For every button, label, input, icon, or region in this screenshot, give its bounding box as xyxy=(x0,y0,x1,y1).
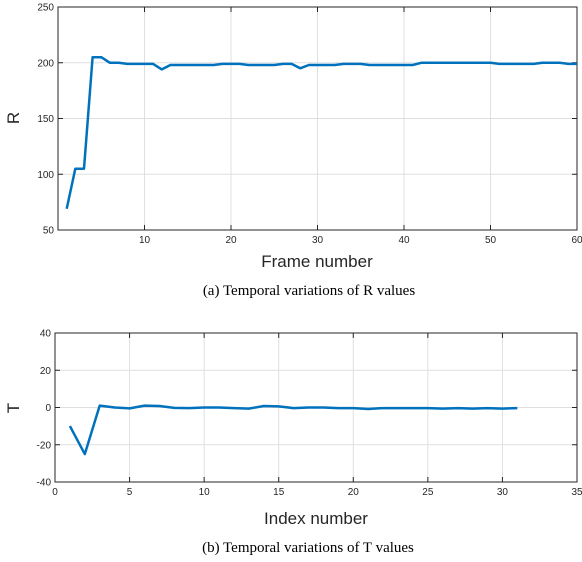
x-tick-label: 10 xyxy=(139,235,151,246)
chart-b-x-axis-label: Index number xyxy=(264,509,368,528)
y-tick-label: -20 xyxy=(37,440,52,451)
series-line xyxy=(68,404,518,456)
series-line xyxy=(65,55,577,210)
chart-a-y-axis-label: R xyxy=(4,112,23,124)
chart-r-values: 10 20 30 40 50 60 50 100 150 200 250 R Frame numbe… xyxy=(4,3,582,300)
x-tick-label: 30 xyxy=(497,487,509,498)
chart-t-values: 0 5 10 15 20 25 30 35 -40 -20 0 20 40 T Index number… xyxy=(4,329,582,557)
x-tick-label: 20 xyxy=(348,487,360,498)
x-tick-label: 50 xyxy=(485,235,497,246)
x-tick-label: 60 xyxy=(571,235,582,246)
chart-a-ticks: 10 20 30 40 50 60 50 100 150 200 250 xyxy=(37,3,582,247)
y-tick-label: -40 xyxy=(37,478,52,489)
y-tick-label: 100 xyxy=(37,170,54,181)
x-tick-label: 35 xyxy=(571,487,582,498)
y-tick-label: 200 xyxy=(37,58,54,69)
chart-a-x-axis-label: Frame number xyxy=(261,252,373,271)
y-tick-label: 20 xyxy=(40,366,52,377)
chart-b-caption: (b) Temporal variations of T values xyxy=(202,540,414,556)
chart-b-y-axis-label: T xyxy=(4,403,23,413)
y-tick-label: 150 xyxy=(37,114,54,125)
x-tick-label: 30 xyxy=(312,235,324,246)
x-tick-label: 25 xyxy=(422,487,434,498)
chart-a-caption: (a) Temporal variations of R values xyxy=(203,283,416,299)
y-tick-label: 250 xyxy=(37,3,54,14)
x-tick-label: 40 xyxy=(398,235,410,246)
chart-a-series xyxy=(65,55,577,210)
x-tick-label: 10 xyxy=(199,487,211,498)
chart-b-ticks: 0 5 10 15 20 25 30 35 -40 -20 0 20 40 xyxy=(37,329,582,499)
y-tick-label: 50 xyxy=(43,226,55,237)
x-tick-label: 0 xyxy=(52,487,58,498)
y-tick-label: 40 xyxy=(40,329,52,340)
x-tick-label: 20 xyxy=(225,235,237,246)
x-tick-label: 5 xyxy=(127,487,133,498)
chart-a-grid xyxy=(58,6,578,231)
y-tick-label: 0 xyxy=(45,403,51,414)
x-tick-label: 15 xyxy=(273,487,285,498)
chart-b-series xyxy=(68,404,518,456)
